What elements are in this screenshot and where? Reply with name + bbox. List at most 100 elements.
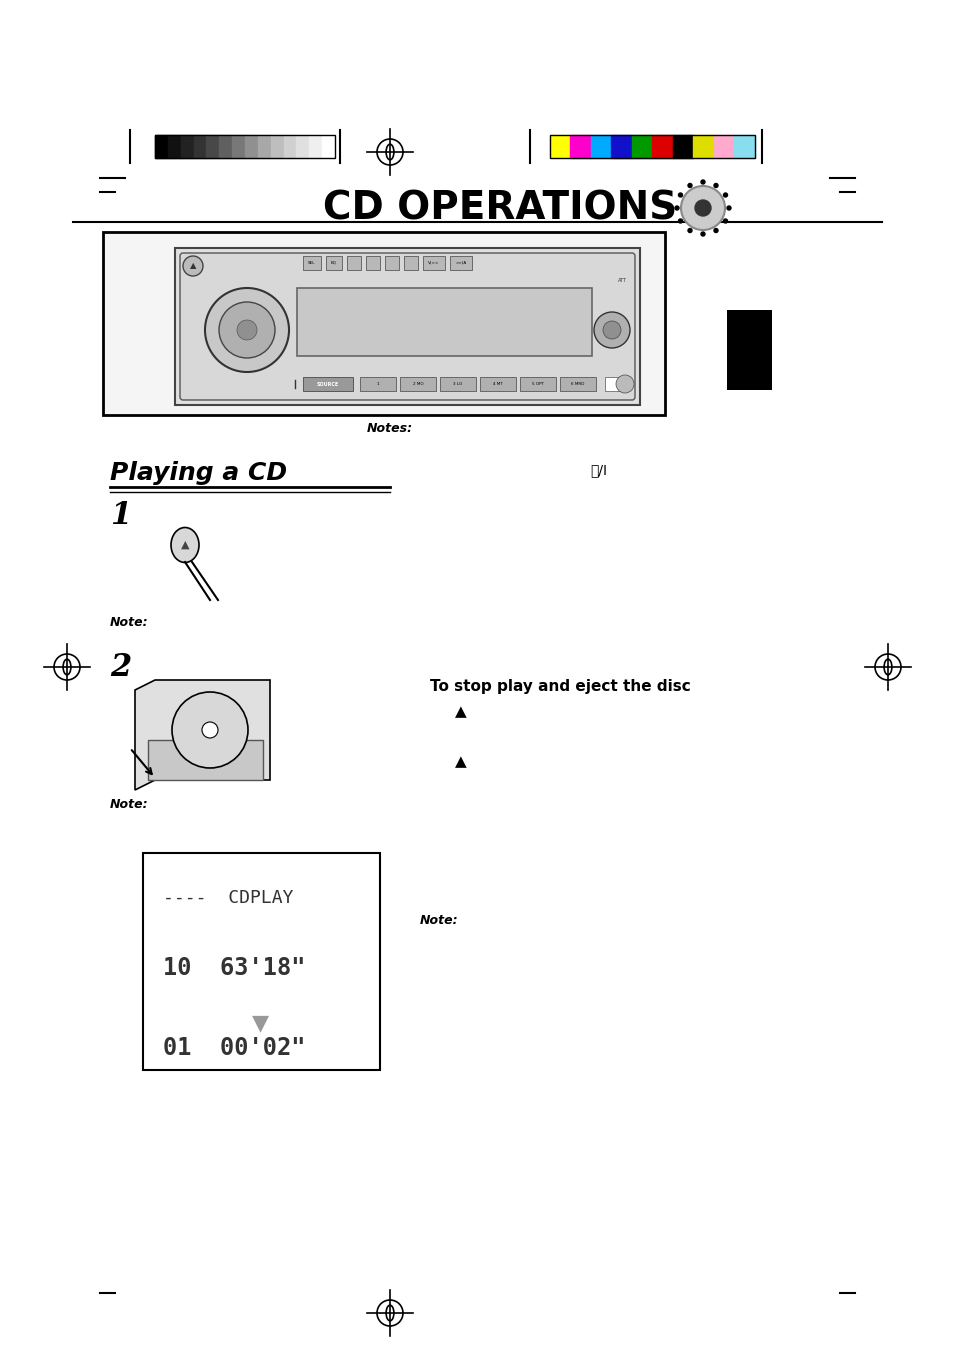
Text: 2 MO: 2 MO	[413, 382, 423, 386]
FancyBboxPatch shape	[180, 253, 635, 400]
Text: V|<<: V|<<	[428, 261, 439, 265]
Circle shape	[675, 205, 679, 209]
Circle shape	[726, 205, 730, 209]
Circle shape	[219, 303, 274, 358]
Bar	[271, 135, 283, 158]
Text: SOURCE: SOURCE	[316, 381, 338, 386]
Bar	[180, 135, 193, 158]
Bar	[385, 255, 398, 270]
Bar	[219, 135, 232, 158]
Bar	[303, 377, 353, 390]
Text: Playing a CD: Playing a CD	[110, 461, 287, 485]
Text: 4 MT: 4 MT	[493, 382, 502, 386]
Bar	[296, 135, 309, 158]
Ellipse shape	[171, 527, 199, 562]
Circle shape	[236, 320, 256, 340]
Text: ▲: ▲	[455, 754, 466, 770]
Circle shape	[202, 721, 218, 738]
Text: CD OPERATIONS: CD OPERATIONS	[322, 189, 677, 227]
Circle shape	[594, 312, 629, 349]
Bar	[693, 135, 713, 158]
Bar	[590, 135, 611, 158]
Bar	[550, 135, 570, 158]
Text: EQ: EQ	[331, 261, 336, 265]
Circle shape	[616, 376, 634, 393]
Bar	[143, 852, 379, 1070]
Text: 01  00'02": 01 00'02"	[163, 1036, 305, 1061]
Bar	[652, 135, 672, 158]
Bar	[570, 135, 590, 158]
Text: ----  CDPLAY: ---- CDPLAY	[163, 889, 294, 907]
Text: Note:: Note:	[110, 798, 149, 812]
Bar	[103, 232, 664, 415]
Bar	[366, 255, 379, 270]
Text: ▲: ▲	[190, 262, 196, 270]
Bar	[439, 377, 476, 390]
Text: 1: 1	[110, 500, 132, 531]
Text: 3 LO: 3 LO	[453, 382, 462, 386]
Bar	[347, 255, 360, 270]
Bar	[734, 135, 754, 158]
Text: ▲: ▲	[455, 704, 466, 720]
Bar	[206, 135, 219, 158]
Bar	[403, 255, 417, 270]
Text: Note:: Note:	[110, 616, 149, 630]
Text: ▼: ▼	[253, 1013, 270, 1034]
Bar	[550, 135, 754, 158]
Text: 1: 1	[376, 382, 379, 386]
Text: 5 OPT: 5 OPT	[532, 382, 543, 386]
Bar	[154, 135, 335, 158]
Bar	[631, 135, 652, 158]
Circle shape	[713, 228, 718, 232]
Polygon shape	[135, 680, 270, 790]
Circle shape	[678, 219, 681, 223]
Circle shape	[687, 184, 691, 188]
Text: To stop play and eject the disc: To stop play and eject the disc	[430, 678, 690, 693]
Bar	[154, 135, 168, 158]
Circle shape	[713, 184, 718, 188]
Circle shape	[722, 193, 727, 197]
Bar	[399, 377, 436, 390]
Bar	[519, 377, 556, 390]
Bar	[303, 255, 320, 270]
Circle shape	[680, 186, 724, 230]
Bar	[359, 377, 395, 390]
Bar	[245, 135, 257, 158]
Text: 10  63'18": 10 63'18"	[163, 957, 305, 979]
Text: 6 MRD: 6 MRD	[571, 382, 584, 386]
Bar	[604, 377, 626, 390]
Circle shape	[205, 288, 289, 372]
Circle shape	[172, 692, 248, 767]
Bar	[309, 135, 322, 158]
Bar	[726, 309, 771, 390]
Text: 2: 2	[110, 653, 132, 684]
Circle shape	[700, 232, 704, 236]
Bar	[713, 135, 734, 158]
Circle shape	[700, 180, 704, 184]
Text: ⏻/I: ⏻/I	[589, 463, 606, 477]
Bar	[232, 135, 245, 158]
Bar	[148, 740, 263, 780]
Bar	[193, 135, 206, 158]
Text: Note:: Note:	[419, 913, 458, 927]
Bar	[296, 288, 592, 357]
Bar	[322, 135, 335, 158]
Bar	[422, 255, 444, 270]
Bar	[672, 135, 693, 158]
Text: ▲: ▲	[180, 540, 189, 550]
Bar	[611, 135, 631, 158]
Circle shape	[183, 255, 203, 276]
Circle shape	[678, 193, 681, 197]
Bar	[168, 135, 180, 158]
Bar	[559, 377, 596, 390]
Text: Notes:: Notes:	[367, 422, 413, 435]
Text: >>|A: >>|A	[455, 261, 466, 265]
Bar	[326, 255, 341, 270]
Circle shape	[722, 219, 727, 223]
Bar	[450, 255, 472, 270]
Bar	[174, 249, 639, 405]
Circle shape	[602, 322, 620, 339]
Bar	[257, 135, 271, 158]
Bar	[283, 135, 296, 158]
Text: ATT: ATT	[617, 277, 626, 282]
